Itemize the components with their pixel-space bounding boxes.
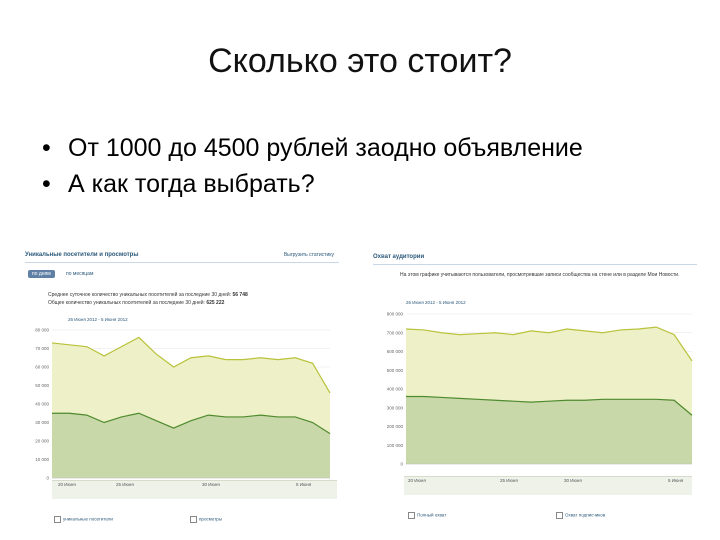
nav-label: 5 Июня xyxy=(668,478,684,483)
date-range[interactable]: 26 Июня 2012 - 5 Июня 2012 xyxy=(68,317,128,322)
nav-label: 25 Июня xyxy=(116,482,134,487)
date-range[interactable]: 26 Июня 2012 - 5 Июня 2012 xyxy=(406,300,466,305)
audience-reach-screenshot: Охват аудитории На этом графике учитываю… xyxy=(370,242,700,532)
bullet-text: А как тогда выбрать? xyxy=(68,170,315,198)
reach-chart: 800 000 700 000 600 000 500 000 400 000 300 0… xyxy=(387,312,693,467)
nav-label: 20 Июня xyxy=(408,478,426,483)
series-line xyxy=(52,412,331,435)
y-tick-label: 20 000 xyxy=(35,439,49,444)
legend-full-reach[interactable]: Полный охват xyxy=(408,512,446,519)
y-tick-label: 0 xyxy=(46,476,49,481)
series-line xyxy=(51,336,331,394)
legend-subscriber-reach[interactable]: Охват подписчиков xyxy=(556,512,605,519)
avg-value: 56 748 xyxy=(232,292,248,298)
y-tick-label: 80 000 xyxy=(35,328,49,333)
legend-label: Полный охват xyxy=(417,512,447,518)
panel-title: Уникальные посетители и просмотры xyxy=(25,252,139,258)
y-tick-label: 500 000 xyxy=(387,368,404,373)
y-tick-label: 70 000 xyxy=(35,346,49,351)
visitors-chart: 80 000 70 000 60 000 50 000 40 000 30 000 20 0… xyxy=(35,328,331,481)
total-visitors: Общее количество уникальных посетителей … xyxy=(48,300,224,306)
slide-title: Сколько это стоит? xyxy=(208,42,512,80)
panel-title: Охват аудитории xyxy=(373,254,425,260)
bullet-list: • От 1000 до 4500 рублей заодно объявлени… xyxy=(42,130,583,202)
checkbox-icon xyxy=(556,512,563,519)
tab-by-days[interactable]: по дням xyxy=(28,270,55,278)
series-area xyxy=(52,413,330,478)
timeline-navigator[interactable]: 20 Июня 25 Июня 30 Июня 5 Июня xyxy=(404,476,692,495)
series-line xyxy=(406,395,693,416)
y-tick-label: 40 000 xyxy=(35,402,49,407)
y-tick-label: 30 000 xyxy=(35,420,49,425)
y-tick-label: 200 000 xyxy=(387,424,404,429)
series-line xyxy=(405,326,693,362)
y-tick-label: 700 000 xyxy=(387,330,404,335)
checkbox-icon xyxy=(54,516,61,523)
legend-unique-visitors[interactable]: уникальные посетители xyxy=(54,516,113,523)
nav-label: 20 Июня xyxy=(58,482,76,487)
export-link[interactable]: Выгрузить статистику xyxy=(283,252,334,258)
y-tick-label: 800 000 xyxy=(387,312,404,317)
checkbox-icon xyxy=(408,512,415,519)
nav-label: 30 Июня xyxy=(564,478,582,483)
bullet-item: • А как тогда выбрать? xyxy=(42,170,315,198)
y-tick-label: 60 000 xyxy=(35,365,49,370)
bullet-text: От 1000 до 4500 рублей заодно объявление xyxy=(68,134,583,162)
tab-by-months[interactable]: по месяцам xyxy=(66,271,94,277)
divider xyxy=(373,264,697,265)
legend-label: просмотры xyxy=(199,516,222,522)
total-value: 625 222 xyxy=(206,300,225,306)
y-tick-label: 50 000 xyxy=(35,383,49,388)
nav-label: 5 Июня xyxy=(296,482,312,487)
legend-pageviews[interactable]: просмотры xyxy=(190,516,222,523)
y-tick-label: 400 000 xyxy=(387,387,404,392)
y-tick-label: 10 000 xyxy=(35,457,49,462)
visitors-stats-screenshot: Уникальные посетители и просмотры Выгруз… xyxy=(22,242,342,532)
reach-note: На этом графике учитываются пользователи… xyxy=(400,272,680,278)
y-tick-label: 0 xyxy=(400,462,403,467)
legend-label: Охват подписчиков xyxy=(565,512,606,518)
checkbox-icon xyxy=(190,516,197,523)
nav-label: 30 Июня xyxy=(202,482,220,487)
series-area xyxy=(406,396,692,464)
divider xyxy=(25,262,339,263)
y-tick-label: 600 000 xyxy=(387,349,404,354)
total-label: Общее количество уникальных посетителей … xyxy=(48,300,205,306)
bullet-item: • От 1000 до 4500 рублей заодно объявлени… xyxy=(42,134,583,162)
y-tick-label: 100 000 xyxy=(387,443,404,448)
y-tick-label: 300 000 xyxy=(387,405,404,410)
legend-label: уникальные посетители xyxy=(63,516,113,522)
avg-visitors: Среднее суточное количество уникальных п… xyxy=(48,292,248,298)
timeline-navigator[interactable]: 20 Июня 25 Июня 30 Июня 5 Июня xyxy=(52,480,337,499)
avg-label: Среднее суточное количество уникальных п… xyxy=(48,292,232,298)
nav-label: 25 Июня xyxy=(500,478,518,483)
